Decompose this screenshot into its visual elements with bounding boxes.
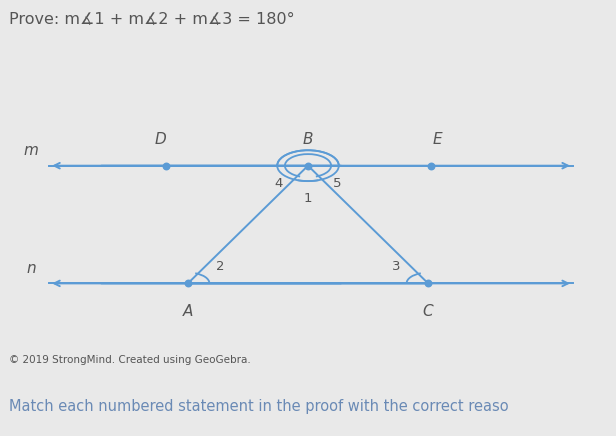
Text: 2: 2 bbox=[216, 260, 224, 273]
Text: © 2019 StrongMind. Created using GeoGebra.: © 2019 StrongMind. Created using GeoGebr… bbox=[9, 355, 251, 365]
Text: A: A bbox=[183, 304, 193, 319]
Text: B: B bbox=[302, 133, 314, 147]
Text: D: D bbox=[154, 133, 166, 147]
Text: C: C bbox=[423, 304, 434, 319]
Text: Prove: m∡1 + m∡2 + m∡3 = 180°: Prove: m∡1 + m∡2 + m∡3 = 180° bbox=[9, 11, 295, 26]
Text: 5: 5 bbox=[333, 177, 342, 191]
Text: 1: 1 bbox=[304, 192, 312, 205]
Point bbox=[423, 280, 433, 287]
Point bbox=[303, 162, 313, 169]
Text: E: E bbox=[432, 133, 442, 147]
Text: 4: 4 bbox=[274, 177, 283, 191]
Point bbox=[161, 162, 171, 169]
Point bbox=[426, 162, 436, 169]
Text: m: m bbox=[23, 143, 38, 158]
Text: Match each numbered statement in the proof with the correct reaso: Match each numbered statement in the pro… bbox=[9, 399, 509, 414]
Text: n: n bbox=[26, 261, 36, 276]
Point bbox=[183, 280, 193, 287]
Text: 3: 3 bbox=[392, 260, 400, 273]
